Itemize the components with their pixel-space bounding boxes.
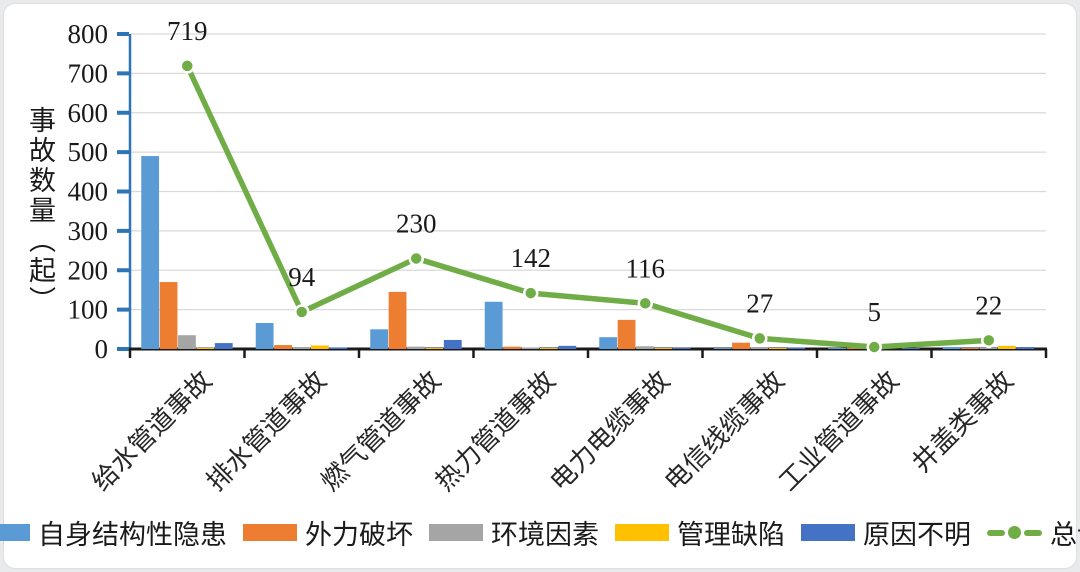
x-category-label: 井盖类事故 <box>907 366 1019 478</box>
bar-环境因素 <box>979 348 998 349</box>
bar-外力破坏 <box>732 342 750 349</box>
bar-外力破坏 <box>274 345 292 349</box>
legend-swatch <box>0 524 30 541</box>
legend-label: 总计 <box>1050 520 1080 550</box>
total-data-label: 22 <box>975 290 1002 320</box>
bar-原因不明 <box>672 347 691 349</box>
total-marker <box>637 295 653 312</box>
bar-环境因素 <box>292 347 311 349</box>
bar-环境因素 <box>407 346 425 349</box>
bar-外力破坏 <box>617 319 636 349</box>
x-category-label: 电信线缆事故 <box>659 366 790 497</box>
total-data-label: 116 <box>626 253 666 283</box>
y-tick-label: 0 <box>95 334 109 364</box>
total-marker <box>179 58 195 74</box>
total-data-label: 27 <box>746 288 773 318</box>
total-data-label: 5 <box>868 297 882 327</box>
plot-svg: 0 100 200 300 400 500 600 700 800 719 94 230 142 116 2… <box>68 16 1048 497</box>
total-marker <box>408 250 424 267</box>
bar-环境因素 <box>178 335 196 349</box>
legend-label: 自身结构性隐患 <box>38 520 227 550</box>
bar-原因不明 <box>787 347 806 349</box>
bar-环境因素 <box>521 347 540 349</box>
x-category-label: 排水管道事故 <box>201 366 332 497</box>
bar-原因不明 <box>329 347 348 349</box>
bar-自身结构性隐患 <box>370 329 389 349</box>
total-marker <box>981 332 997 349</box>
bar-自身结构性隐患 <box>255 323 274 349</box>
bar-管理缺陷 <box>196 347 215 349</box>
y-tick-label: 100 <box>68 295 109 325</box>
y-tick-label: 400 <box>68 177 109 207</box>
legend-item: 原因不明 <box>801 513 971 552</box>
chart-legend: 自身结构性隐患 外力破坏 环境因素 管理缺陷 原因不明 总计 <box>0 513 1080 552</box>
bar-管理缺陷 <box>997 345 1016 349</box>
legend-item: 总计 <box>987 513 1080 552</box>
bar-环境因素 <box>750 347 769 349</box>
y-tick-label: 700 <box>68 58 109 88</box>
y-tick-label: 500 <box>68 137 109 167</box>
legend-line-swatch <box>987 526 1042 539</box>
x-category-label: 给水管道事故 <box>87 366 218 497</box>
bar-自身结构性隐患 <box>713 348 732 349</box>
bar-外力破坏 <box>961 348 979 349</box>
bar-自身结构性隐患 <box>942 347 961 349</box>
total-marker <box>294 304 310 320</box>
total-data-label: 94 <box>288 262 316 292</box>
y-tick-label: 200 <box>68 255 109 285</box>
total-data-label: 719 <box>167 16 208 46</box>
total-data-label: 230 <box>396 208 437 238</box>
bar-自身结构性隐患 <box>599 337 618 349</box>
y-tick-label: 800 <box>68 19 109 49</box>
legend-line-dot <box>1008 526 1021 539</box>
legend-label: 原因不明 <box>863 520 971 550</box>
legend-swatch <box>801 524 855 541</box>
bar-管理缺陷 <box>425 348 444 349</box>
chart-card <box>3 3 1077 569</box>
x-category-label: 电力电缆事故 <box>545 366 676 497</box>
legend-label: 管理缺陷 <box>677 520 785 550</box>
bar-外力破坏 <box>503 346 521 349</box>
total-marker <box>866 339 882 355</box>
y-axis-title: 事故数量（起） <box>25 106 55 316</box>
legend-swatch <box>429 524 483 541</box>
bar-原因不明 <box>558 345 577 349</box>
bar-环境因素 <box>636 346 654 349</box>
x-category-label: 热力管道事故 <box>430 366 561 497</box>
legend-label: 外力破坏 <box>305 520 413 550</box>
bar-管理缺陷 <box>310 345 329 349</box>
bar-管理缺陷 <box>654 348 673 349</box>
x-category-label: 燃气管道事故 <box>316 366 447 497</box>
y-tick-label: 600 <box>68 98 109 128</box>
legend-item: 自身结构性隐患 <box>0 513 227 552</box>
bar-原因不明 <box>1016 347 1035 349</box>
bar-自身结构性隐患 <box>484 301 503 349</box>
bar-外力破坏 <box>159 282 178 349</box>
legend-swatch <box>615 524 669 541</box>
legend-item: 环境因素 <box>429 513 599 552</box>
y-tick-label: 300 <box>68 216 109 246</box>
legend-swatch <box>243 524 297 541</box>
bar-自身结构性隐患 <box>828 348 847 349</box>
bar-外力破坏 <box>846 348 865 349</box>
legend-item: 外力破坏 <box>243 513 413 552</box>
legend-line-dash <box>987 529 1005 536</box>
total-data-label: 142 <box>511 243 552 273</box>
total-marker <box>752 330 768 347</box>
legend-item: 管理缺陷 <box>615 513 785 552</box>
bar-原因不明 <box>443 339 462 349</box>
legend-label: 环境因素 <box>491 520 599 550</box>
bar-管理缺陷 <box>768 348 787 349</box>
x-category-label: 工业管道事故 <box>774 366 905 497</box>
bar-原因不明 <box>214 343 233 349</box>
total-line <box>184 64 989 350</box>
bar-原因不明 <box>901 348 920 349</box>
bar-外力破坏 <box>388 291 407 349</box>
bar-管理缺陷 <box>539 348 558 349</box>
total-marker <box>523 285 539 301</box>
legend-line-dash <box>1024 529 1042 536</box>
bar-自身结构性隐患 <box>141 156 160 349</box>
